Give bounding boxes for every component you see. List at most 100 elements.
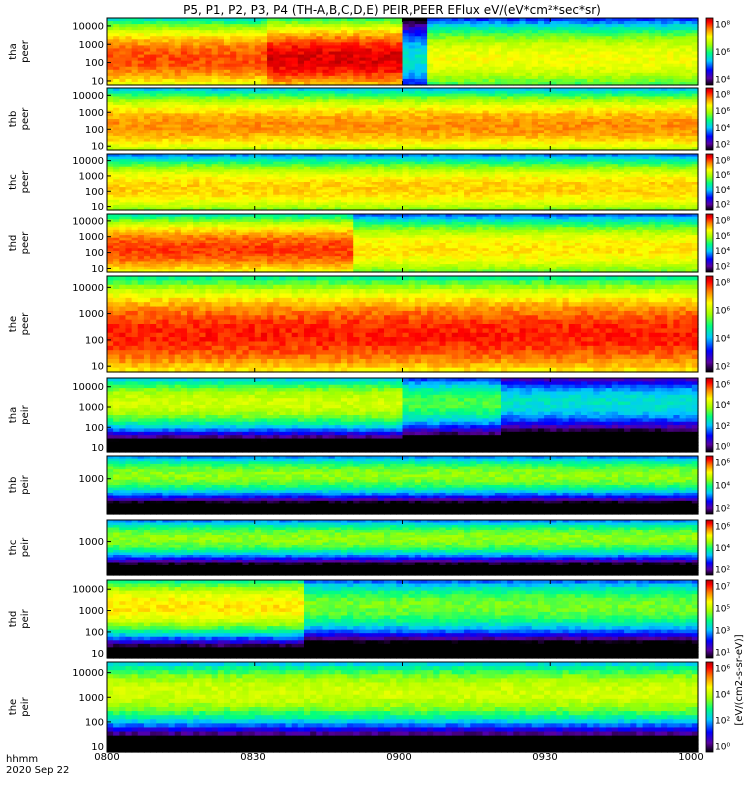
spectrogram-cell [119, 110, 127, 114]
spectrogram-cell [260, 107, 268, 112]
spectrogram-cell [168, 138, 176, 143]
spectrogram-cell [310, 124, 317, 129]
spectrogram-cell [107, 179, 114, 183]
spectrogram-cell [476, 63, 484, 68]
spectrogram-cell [328, 116, 336, 120]
spectrogram-cell [162, 21, 170, 25]
spectrogram-cell [119, 119, 127, 123]
spectrogram-cell [420, 39, 428, 43]
spectrogram-cell [439, 78, 447, 83]
spectrogram-cell [445, 124, 453, 129]
spectrogram-cell [353, 30, 361, 34]
spectrogram-cell [230, 187, 237, 191]
spectrogram-cell [328, 107, 336, 112]
spectrogram-cell [673, 141, 681, 145]
spectrogram-cell [328, 141, 336, 145]
spectrogram-cell [143, 48, 151, 53]
spectrogram-cell [630, 104, 638, 109]
spectrogram-cell [223, 45, 231, 50]
spectrogram-cell [457, 88, 465, 92]
spectrogram-cell [587, 54, 594, 59]
spectrogram-cell [433, 90, 441, 95]
spectrogram-cell [217, 57, 225, 62]
spectrogram-cell [396, 63, 404, 68]
spectrogram-cell [390, 24, 397, 28]
spectrogram-cell [501, 124, 508, 129]
spectrogram-cell [396, 102, 404, 106]
spectrogram-cell [236, 138, 244, 143]
spectrogram-cell [605, 42, 613, 47]
spectrogram-cell [310, 130, 317, 134]
spectrogram-cell [285, 107, 293, 112]
spectrogram-cell [661, 144, 668, 148]
spectrogram-cell [624, 78, 631, 83]
spectrogram-cell [137, 66, 145, 71]
spectrogram-cell [396, 54, 404, 59]
spectrogram-cell [457, 60, 465, 65]
spectrogram-cell [168, 176, 176, 181]
spectrogram-cell [685, 63, 693, 68]
spectrogram-cell [137, 187, 145, 191]
spectrogram-cell [501, 54, 508, 59]
spectrogram-cell [568, 45, 576, 50]
spectrogram-cell [457, 133, 465, 137]
spectrogram-cell [679, 75, 687, 80]
spectrogram-cell [223, 33, 231, 37]
spectrogram-cell [667, 69, 674, 74]
spectrogram-cell [673, 96, 681, 100]
spectrogram-cell [322, 24, 330, 28]
spectrogram-cell [291, 21, 299, 25]
spectrogram-cell [279, 81, 287, 86]
spectrogram-cell [371, 21, 379, 25]
spectrogram-cell [384, 144, 391, 148]
spectrogram-cell [574, 130, 582, 134]
spectrogram-cell [107, 57, 114, 62]
spectrogram-cell [107, 107, 114, 112]
spectrogram-cell [236, 156, 244, 160]
spectrogram-cell [267, 24, 274, 28]
spectrogram-cell [168, 197, 176, 201]
spectrogram-cell [359, 69, 367, 74]
spectrogram-cell [248, 133, 256, 137]
spectrogram-cell [654, 144, 662, 148]
spectrogram-cell [691, 81, 699, 86]
spectrogram-cell [617, 24, 625, 28]
spectrogram-cell [420, 133, 428, 137]
spectrogram-cell [685, 138, 693, 143]
spectrogram-cell [396, 48, 404, 53]
spectrogram-cell [193, 161, 200, 165]
spectrogram-cell [113, 184, 120, 188]
spectrogram-cell [537, 119, 545, 123]
spectrogram-cell [322, 99, 330, 103]
spectrogram-cell [679, 66, 687, 71]
spectrogram-cell [494, 48, 502, 53]
spectrogram-cell [636, 113, 644, 117]
spectrogram-cell [685, 90, 693, 95]
spectrogram-cell [470, 45, 477, 50]
spectrogram-cell [316, 107, 324, 112]
spectrogram-cell [427, 93, 434, 98]
spectrogram-cell [396, 119, 404, 123]
spectrogram-cell [174, 119, 182, 123]
spectrogram-cell [230, 60, 237, 65]
spectrogram-cell [617, 45, 625, 50]
spectrogram-cell [359, 147, 367, 151]
spectrogram-cell [119, 107, 127, 112]
spectrogram-cell [556, 30, 564, 34]
spectrogram-cell [408, 107, 416, 112]
spectrogram-cell [556, 42, 564, 47]
spectrogram-cell [150, 51, 157, 56]
spectrogram-cell [667, 133, 674, 137]
spectrogram-cell [162, 51, 170, 56]
spectrogram-cell [236, 69, 244, 74]
spectrogram-cell [568, 51, 576, 56]
spectrogram-cell [156, 124, 164, 129]
spectrogram-cell [199, 144, 207, 148]
spectrogram-cell [365, 147, 373, 151]
spectrogram-cell [599, 72, 607, 77]
spectrogram-cell [482, 133, 490, 137]
spectrogram-cell [328, 93, 336, 98]
spectrogram-cell [273, 45, 280, 50]
spectrogram-cell [322, 21, 330, 25]
spectrogram-cell [193, 107, 200, 112]
